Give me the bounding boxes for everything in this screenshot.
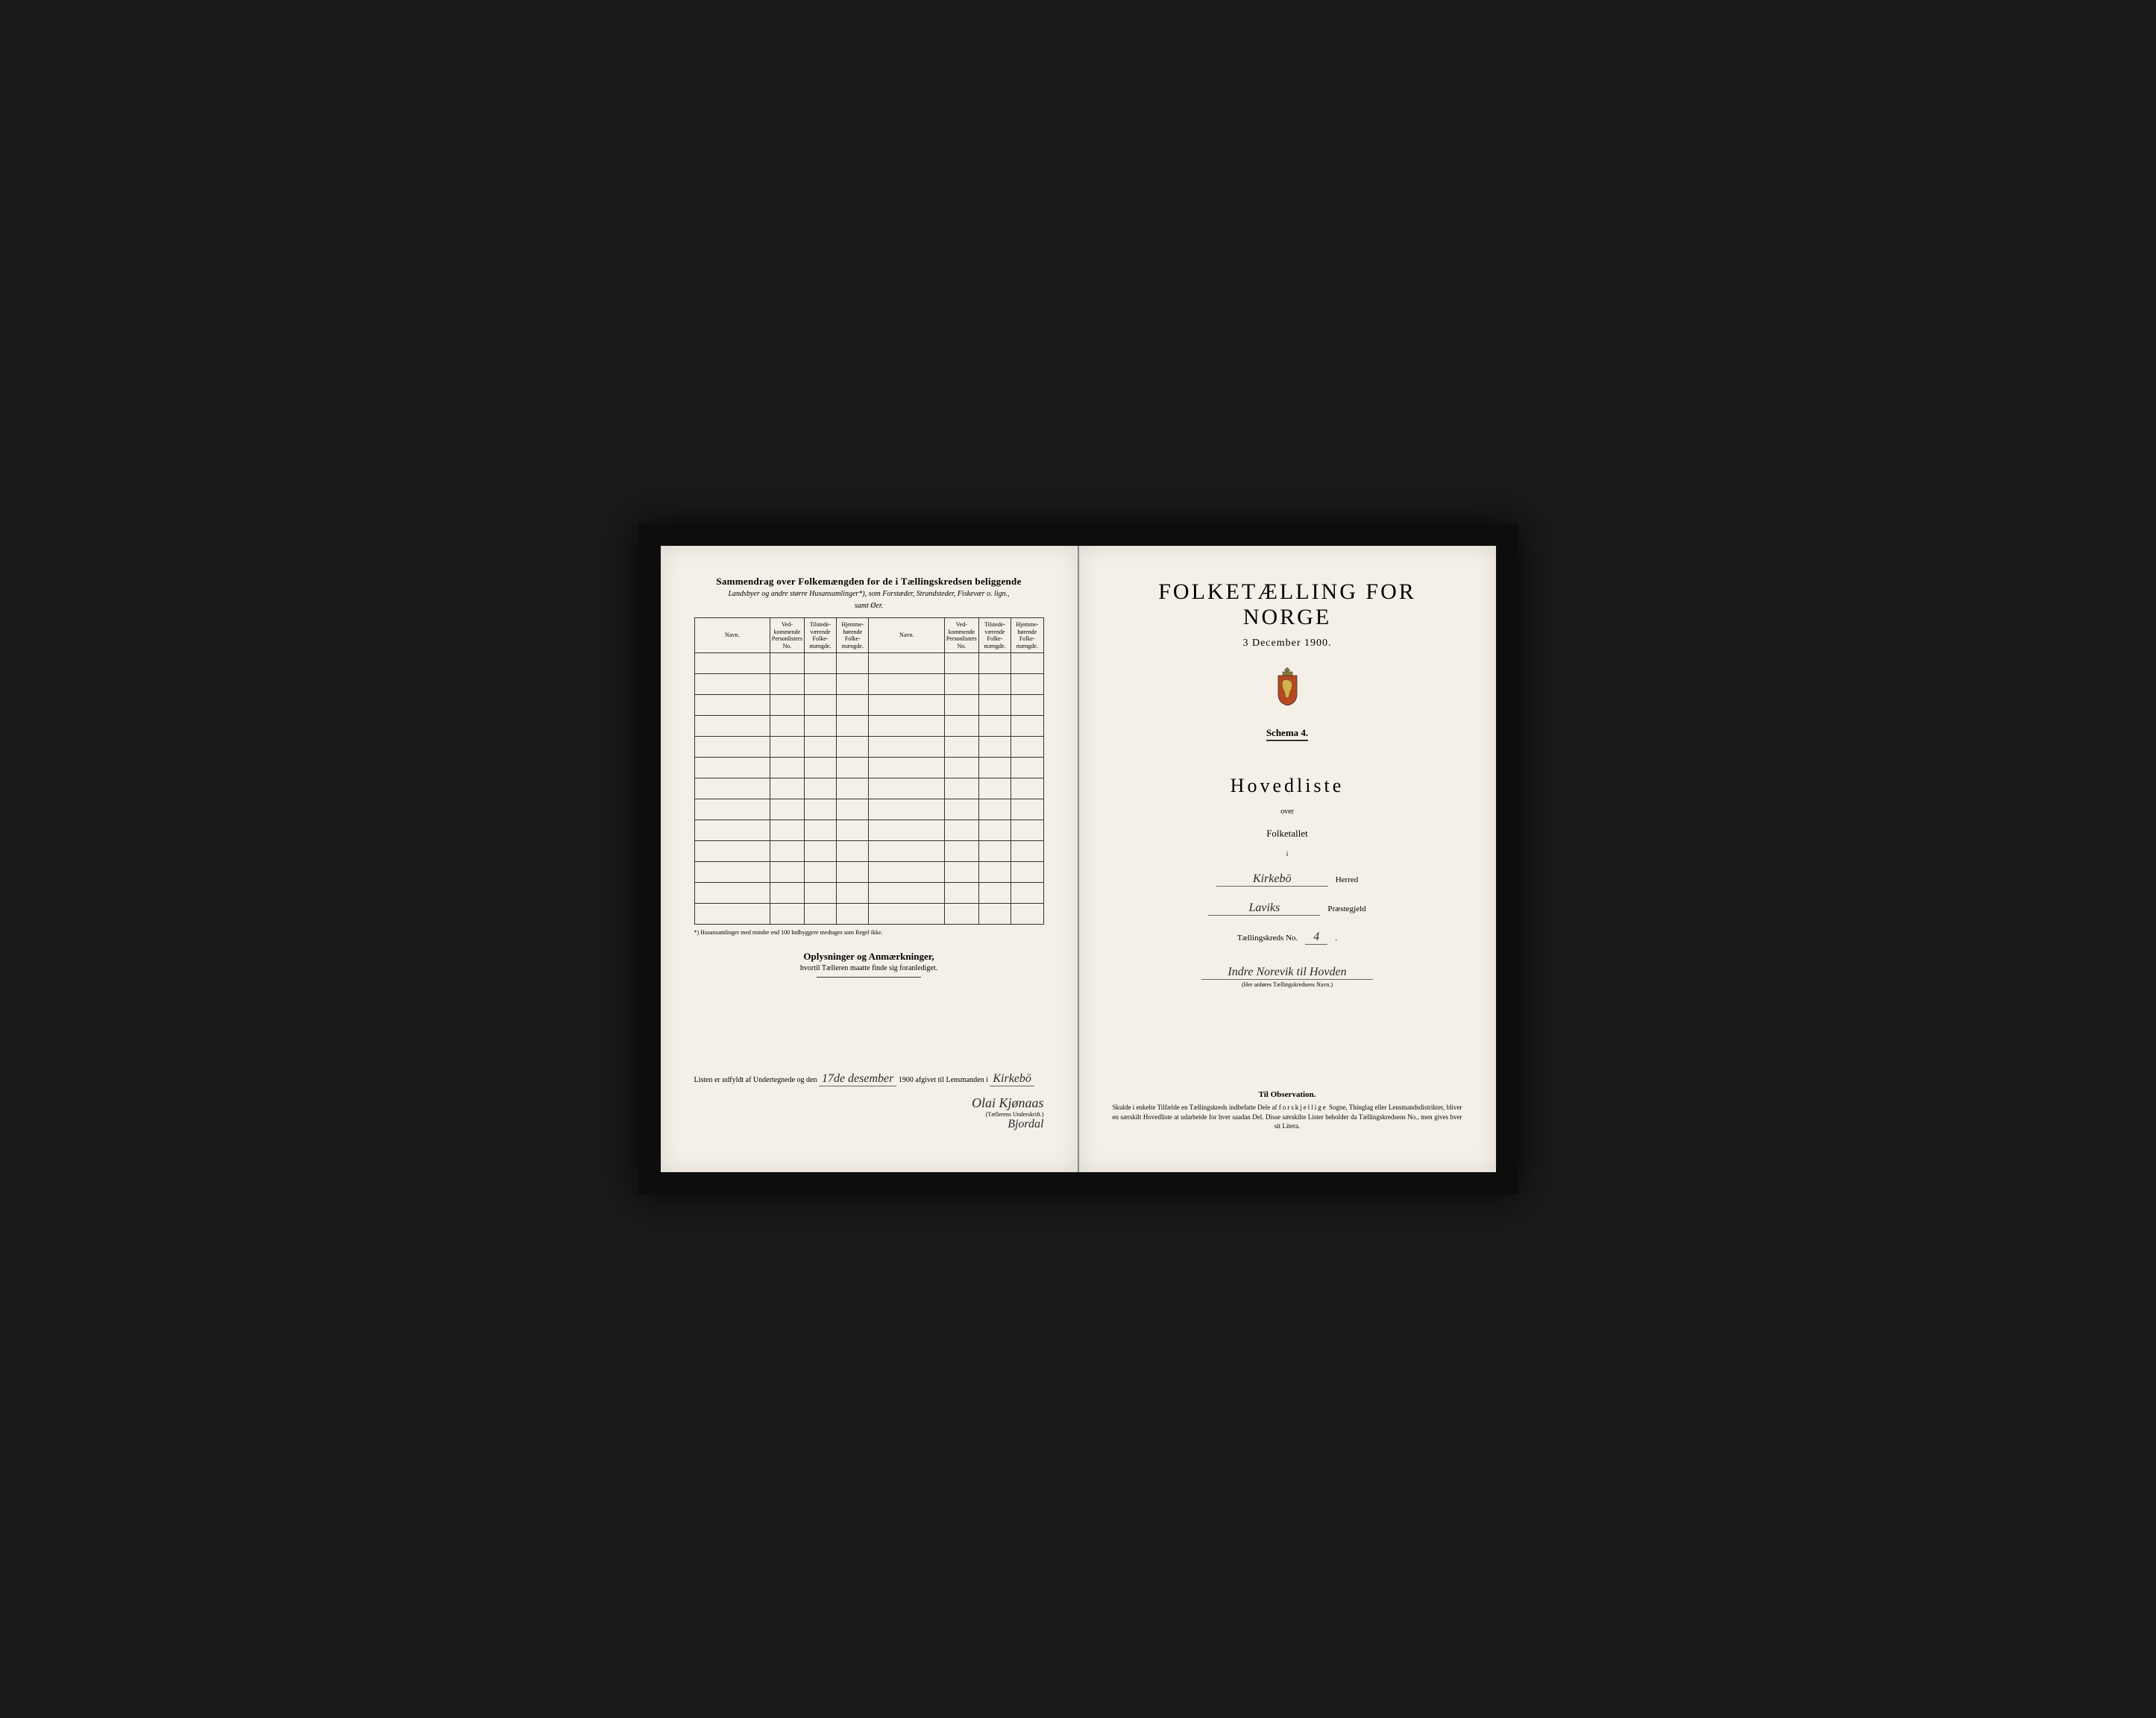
left-page: Sammendrag over Folkemængden for de i Tæ… [661,546,1078,1172]
table-row [694,820,1043,841]
kreds-label: Tællingskreds No. [1237,934,1298,943]
kreds-caption: (Her anføres Tællingskredsens Navn.) [1113,981,1462,988]
main-title: FOLKETÆLLING FOR NORGE [1113,579,1462,630]
obs-text: Skulde i enkelte Tilfælde en Tællingskre… [1113,1103,1462,1131]
over: over [1113,808,1462,816]
table-row [694,716,1043,737]
table-row [694,674,1043,695]
praestegjeld-row: Laviks Præstegjeld [1113,902,1462,916]
obs-title: Til Observation. [1113,1090,1462,1099]
listen-date: 17de desember [819,1072,896,1086]
signature-name: Olai Kjønaas [972,1095,1044,1110]
divider [817,977,922,978]
oplysninger-sub: hvortil Tælleren maatte finde sig foranl… [694,964,1044,972]
table-row [694,904,1043,925]
table-row [694,799,1043,820]
folketallet: Folketallet [1113,828,1462,840]
th-navn-1: Navn. [694,618,770,653]
summary-subtitle-1: Landsbyer og andre større Husansamlinger… [694,589,1044,600]
observation-section: Til Observation. Skulde i enkelte Tilfæl… [1113,1090,1462,1131]
table-row [694,653,1043,674]
summary-title: Sammendrag over Folkemængden for de i Tæ… [694,576,1044,588]
table-row [694,737,1043,758]
right-page: FOLKETÆLLING FOR NORGE 3 December 1900. … [1078,546,1496,1172]
listen-place: Kirkebö [990,1072,1034,1086]
th-hjemme-2: Hjemme-hørende Folke-mængde. [1011,618,1043,653]
herred-row: Kirkebö Herred [1113,872,1462,887]
th-hjemme-1: Hjemme-hørende Folke-mængde. [837,618,869,653]
kreds-name-value: Indre Norevik til Hovden [1201,966,1373,980]
coat-of-arms-icon [1271,666,1304,707]
summary-table-body [694,653,1043,925]
table-row [694,778,1043,799]
table-row [694,695,1043,716]
listen-line: Listen er udfyldt af Undertegnede og den… [694,1072,1044,1086]
summary-table: Navn. Ved-kommende Personlisters No. Til… [694,617,1044,925]
herred-label: Herred [1336,875,1359,884]
listen-year: 1900 [899,1076,914,1084]
th-navn-2: Navn. [869,618,944,653]
listen-mid: afgivet til Lensmanden i [915,1076,987,1084]
oplysninger-title: Oplysninger og Anmærkninger, [694,951,1044,963]
th-tilst-2: Tilstede-værende Folke-mængde. [978,618,1011,653]
book-spread: Sammendrag over Folkemængden for de i Tæ… [638,523,1518,1195]
right-content: FOLKETÆLLING FOR NORGE 3 December 1900. … [1113,579,1462,988]
summary-subtitle-2: samt Øer. [694,601,1044,611]
th-vedk-2: Ved-kommende Personlisters No. [944,618,978,653]
herred-value: Kirkebö [1216,872,1328,887]
schema-label: Schema 4. [1266,727,1308,741]
praestegjeld-value: Laviks [1208,902,1320,916]
th-vedk-1: Ved-kommende Personlisters No. [770,618,804,653]
table-row [694,862,1043,883]
kreds-no: 4 [1305,931,1327,945]
hovedliste: Hovedliste [1113,775,1462,797]
kreds-name-row: Indre Norevik til Hovden (Her anføres Tæ… [1113,966,1462,988]
date-line: 3 December 1900. [1113,638,1462,649]
table-row [694,758,1043,778]
signature-label: (Tællerens Underskrift.) [694,1111,1044,1118]
table-row [694,883,1043,904]
signature-block: Olai Kjønaas (Tællerens Underskrift.) Bj… [694,1095,1044,1131]
bottom-section: Listen er udfyldt af Undertegnede og den… [694,1072,1044,1131]
th-tilst-1: Tilstede-værende Folke-mængde. [804,618,836,653]
small-i: i [1113,850,1462,858]
oplysninger-section: Oplysninger og Anmærkninger, hvortil Tæl… [694,951,1044,978]
footnote: *) Husansamlinger med mindre end 100 Ind… [694,929,1044,936]
listen-prefix: Listen er udfyldt af Undertegnede og den [694,1076,817,1084]
signature-place: Bjordal [1008,1118,1043,1130]
kreds-row: Tællingskreds No. 4 . [1113,931,1462,945]
table-row [694,841,1043,862]
summary-header: Sammendrag over Folkemængden for de i Tæ… [694,576,1044,611]
praestegjeld-label: Præstegjeld [1327,904,1365,913]
